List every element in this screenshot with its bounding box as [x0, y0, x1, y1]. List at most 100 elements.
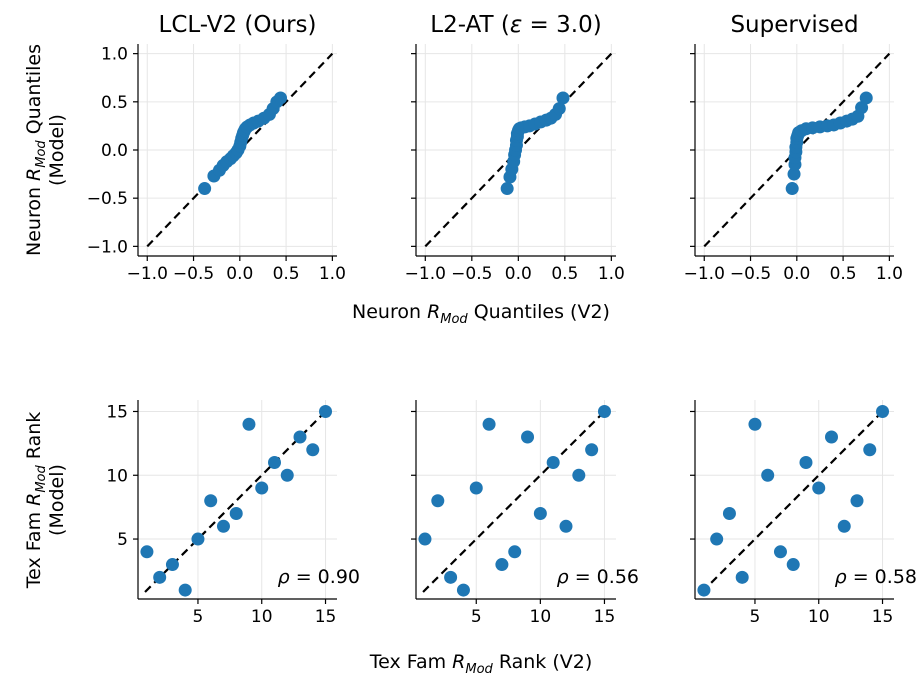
x-tick-label: 10 — [530, 607, 552, 627]
data-point — [280, 468, 294, 482]
x-tick-label: 5 — [750, 607, 761, 627]
svg-text:(Model): (Model) — [46, 464, 68, 536]
top-x-axis-label: Neuron RMod Quantiles (V2) — [352, 301, 610, 327]
correlation-annotation: ρ = 0.56 — [557, 566, 639, 588]
x-tick-label: −1.0 — [684, 264, 725, 284]
data-point — [495, 558, 509, 572]
y-tick-label: 0.0 — [101, 141, 128, 161]
data-point — [786, 558, 800, 572]
x-tick-label: 5 — [193, 607, 204, 627]
x-tick-label: 10 — [808, 607, 830, 627]
data-point — [293, 430, 307, 444]
data-point — [863, 443, 877, 457]
data-point — [140, 545, 154, 559]
x-tick-label: 0.0 — [505, 264, 532, 284]
svg-text:Neuron RMod Quantiles: Neuron RMod Quantiles — [23, 44, 49, 256]
data-point — [533, 507, 547, 521]
x-tick-label: 0.5 — [273, 264, 300, 284]
diagonal-reference-line — [422, 410, 606, 593]
data-point — [572, 468, 586, 482]
data-point — [761, 468, 775, 482]
data-point — [216, 519, 230, 533]
x-tick-label: −0.5 — [173, 264, 214, 284]
x-tick-label: 15 — [315, 607, 337, 627]
data-point — [556, 91, 570, 105]
x-tick-label: 5 — [471, 607, 482, 627]
panel-1: −1.0 −0.5 0.0 0.5 1.0−1.0−0.50.00.51.0LCL-V2… — [87, 12, 346, 284]
x-tick-label: −0.5 — [730, 264, 771, 284]
panel-4: 5 10 15 5 10 15 ρ = 0.90 — [106, 400, 360, 627]
data-point — [431, 494, 445, 508]
data-point — [521, 430, 535, 444]
x-tick-label: 0.0 — [226, 264, 253, 284]
x-tick-label: 15 — [594, 607, 616, 627]
bottom-x-axis-label: Tex Fam RMod Rank (V2) — [369, 651, 593, 673]
top-y-axis-label: Neuron RMod Quantiles (Model) — [23, 44, 68, 256]
x-tick-label: 0.5 — [551, 264, 578, 284]
data-point — [274, 91, 288, 105]
data-point — [418, 532, 432, 546]
data-point — [748, 417, 762, 431]
panel-2: −1.0 −0.5 0.0 0.5 1.0 L2-AT (ε = 3.0) — [405, 12, 625, 284]
data-point — [444, 570, 458, 584]
panel-title: LCL-V2 (Ours) — [159, 12, 317, 38]
x-tick-label: −1.0 — [127, 264, 168, 284]
diagonal-reference-line — [701, 410, 884, 593]
data-point — [710, 532, 724, 546]
data-point — [306, 443, 320, 457]
data-point — [267, 456, 281, 470]
data-point — [165, 558, 179, 572]
panel-3: −1.0 −0.5 0.0 0.5 1.0 Supervised — [684, 12, 903, 284]
x-tick-label: 0.5 — [830, 264, 857, 284]
data-point — [697, 583, 711, 597]
data-point — [242, 417, 256, 431]
correlation-annotation: ρ = 0.90 — [278, 566, 360, 588]
data-point — [482, 417, 496, 431]
data-point — [850, 494, 864, 508]
data-point — [456, 583, 470, 597]
data-point — [546, 456, 560, 470]
panel-title: Supervised — [730, 12, 858, 38]
data-point — [824, 430, 838, 444]
data-point — [876, 404, 890, 418]
data-point — [229, 507, 243, 521]
data-point — [191, 532, 205, 546]
data-point — [469, 481, 483, 495]
data-point — [785, 182, 799, 196]
data-point — [319, 404, 333, 418]
data-point — [837, 519, 851, 533]
bottom-y-axis-label: Tex Fam RMod Rank (Model) — [23, 412, 68, 590]
x-tick-label: −1.0 — [405, 264, 446, 284]
x-tick-label: 10 — [251, 607, 273, 627]
y-tick-label: 0.5 — [101, 93, 128, 113]
data-point — [552, 102, 566, 116]
y-tick-label: −0.5 — [87, 189, 128, 209]
svg-text:(Model): (Model) — [46, 114, 68, 186]
x-tick-label: −0.5 — [451, 264, 492, 284]
svg-text:Tex Fam RMod Rank: Tex Fam RMod Rank — [23, 412, 49, 590]
y-tick-label: 15 — [106, 402, 128, 422]
data-point — [255, 481, 269, 495]
correlation-annotation: ρ = 0.58 — [835, 566, 917, 588]
y-tick-label: 5 — [117, 530, 128, 550]
data-point — [787, 167, 801, 181]
data-point — [722, 507, 736, 521]
data-point — [773, 545, 787, 559]
x-tick-label: 1.0 — [598, 264, 625, 284]
y-tick-label: 10 — [106, 466, 128, 486]
data-point — [799, 456, 813, 470]
x-tick-label: 1.0 — [319, 264, 346, 284]
panel-6: 5 10 15 ρ = 0.58 — [690, 400, 917, 627]
data-point — [859, 91, 873, 105]
data-point — [559, 519, 573, 533]
data-point — [597, 404, 611, 418]
x-tick-label: 1.0 — [876, 264, 903, 284]
x-tick-label: 0.0 — [783, 264, 810, 284]
data-point — [198, 182, 212, 196]
panel-title: L2-AT (ε = 3.0) — [430, 12, 601, 38]
data-point — [812, 481, 826, 495]
data-point — [735, 570, 749, 584]
data-point — [153, 570, 167, 584]
panel-5: 5 10 15 ρ = 0.56 — [411, 400, 639, 627]
